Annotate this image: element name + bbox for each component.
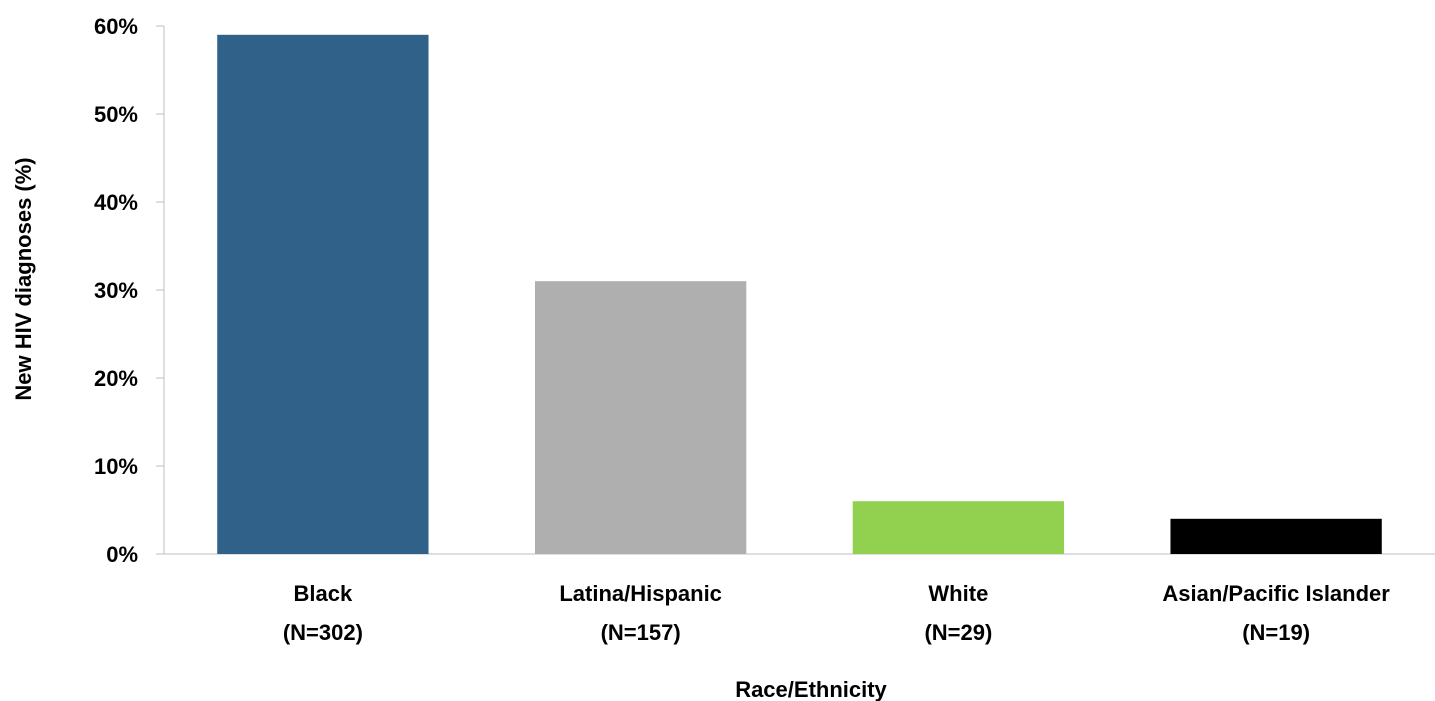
x-category-label: Asian/Pacific Islander [1162,581,1390,606]
bars [217,34,1382,555]
x-category-label: Black [294,581,353,606]
y-axis-title: New HIV diagnoses (%) [11,157,36,400]
y-tick-label: 0% [106,542,138,567]
y-tick-label: 10% [94,454,138,479]
x-category-label: Latina/Hispanic [559,581,722,606]
x-category-count-label: (N=29) [924,620,992,645]
y-tick-label: 60% [94,14,138,39]
y-tick-label: 30% [94,278,138,303]
y-tick-label: 50% [94,102,138,127]
x-category-label: White [928,581,988,606]
y-tick-label: 40% [94,190,138,215]
category-labels: Black (N=302) Latina/Hispanic (N=157) White (… [283,581,1390,645]
bar-white [852,501,1065,554]
bar-asian-pacific-islander [1170,518,1382,554]
y-axis: 0% 10% 20% 30% 40% 50% 60% [94,14,165,567]
x-category-count-label: (N=19) [1242,620,1310,645]
bar-latina-hispanic [534,281,747,554]
x-category-count-label: (N=157) [601,620,681,645]
x-axis-title: Race/Ethnicity [735,677,887,701]
y-tick-label: 20% [94,366,138,391]
x-category-count-label: (N=302) [283,620,363,645]
bar-black [217,34,429,555]
